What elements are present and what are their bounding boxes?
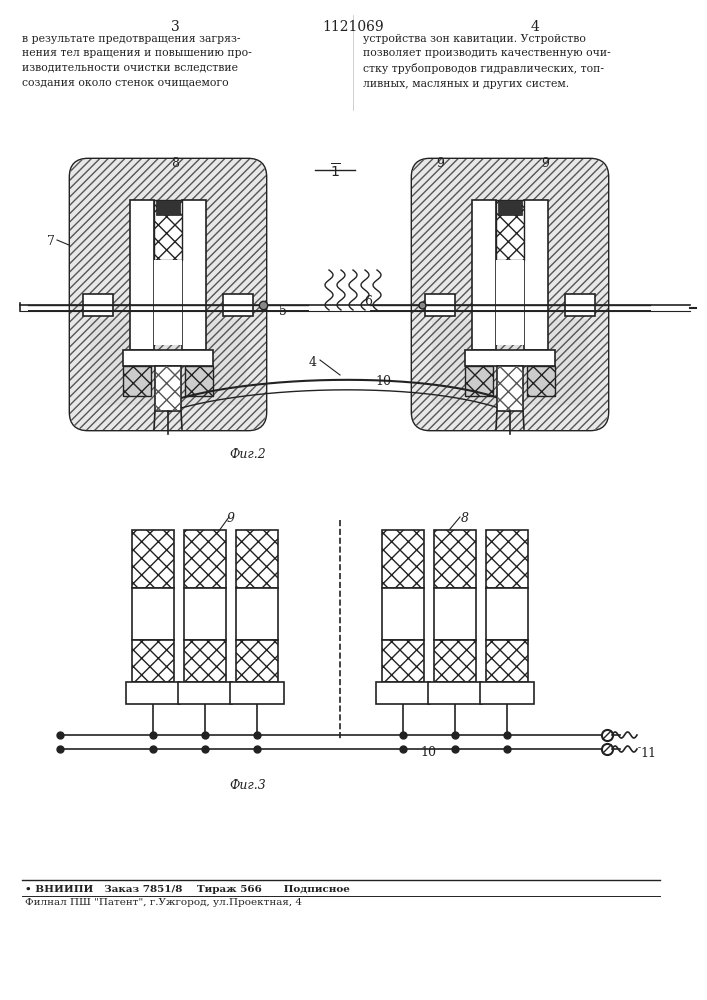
FancyBboxPatch shape: [412, 159, 608, 430]
Text: Фиг.2: Фиг.2: [230, 448, 267, 461]
Bar: [154, 260, 182, 345]
Text: 4: 4: [309, 356, 317, 369]
Bar: [472, 200, 496, 350]
Text: 8: 8: [461, 512, 469, 525]
Text: в результате предотвращения загряз-
нения тел вращения и повышению про-
изводите: в результате предотвращения загряз- нени…: [22, 34, 252, 87]
Bar: [184, 530, 226, 588]
Bar: [126, 682, 180, 704]
Bar: [382, 530, 424, 588]
Bar: [376, 682, 430, 704]
Bar: [486, 588, 528, 640]
Text: 5: 5: [279, 305, 287, 318]
Text: Фиг.3: Фиг.3: [230, 779, 267, 792]
Bar: [178, 682, 232, 704]
Text: 10: 10: [375, 375, 391, 388]
Bar: [565, 294, 595, 316]
Bar: [132, 588, 174, 640]
Bar: [236, 640, 278, 682]
Bar: [465, 350, 555, 366]
Text: 9: 9: [227, 512, 235, 525]
Bar: [185, 366, 213, 396]
Bar: [184, 588, 226, 640]
Text: устройства зон кавитации. Устройство
позволяет производить качественную очи-
стк: устройства зон кавитации. Устройство поз…: [363, 34, 611, 89]
Bar: [132, 640, 174, 682]
Text: 7: 7: [47, 235, 55, 248]
Text: 10: 10: [420, 746, 436, 759]
Bar: [154, 200, 182, 260]
Bar: [230, 682, 284, 704]
Bar: [496, 260, 524, 345]
Bar: [236, 588, 278, 640]
Bar: [425, 294, 455, 316]
Text: 11: 11: [640, 747, 656, 760]
Bar: [486, 640, 528, 682]
Text: $\overline{1}$: $\overline{1}$: [329, 162, 340, 180]
Bar: [223, 294, 253, 316]
Bar: [155, 366, 181, 411]
Text: 9: 9: [541, 157, 549, 170]
Bar: [434, 530, 476, 588]
Bar: [132, 530, 174, 588]
Text: 6: 6: [364, 295, 372, 308]
Bar: [382, 640, 424, 682]
FancyBboxPatch shape: [70, 159, 266, 430]
Bar: [496, 200, 524, 260]
Bar: [480, 682, 534, 704]
Bar: [382, 588, 424, 640]
Text: • ВНИИПИ   Заказ 7851/8    Тираж 566      Подписное: • ВНИИПИ Заказ 7851/8 Тираж 566 Подписно…: [25, 885, 350, 894]
FancyBboxPatch shape: [70, 159, 266, 430]
Bar: [428, 682, 482, 704]
Bar: [123, 350, 213, 366]
Bar: [155, 366, 181, 411]
Text: 8: 8: [171, 157, 179, 170]
Bar: [497, 366, 523, 411]
FancyBboxPatch shape: [412, 159, 608, 430]
Bar: [184, 640, 226, 682]
Bar: [156, 200, 180, 215]
Bar: [83, 294, 113, 316]
Text: 9: 9: [436, 157, 444, 170]
Bar: [182, 200, 206, 350]
Text: Филнал ПШ "Патент", г.Ужгород, ул.Проектная, 4: Филнал ПШ "Патент", г.Ужгород, ул.Проект…: [25, 898, 302, 907]
Bar: [465, 366, 493, 396]
Bar: [527, 366, 555, 396]
Bar: [130, 200, 154, 350]
Text: 3: 3: [170, 20, 180, 34]
Bar: [486, 530, 528, 588]
Bar: [236, 530, 278, 588]
Bar: [123, 366, 151, 396]
Bar: [524, 200, 548, 350]
Bar: [498, 200, 522, 215]
Bar: [434, 588, 476, 640]
Bar: [497, 366, 523, 411]
Text: 1121069: 1121069: [322, 20, 384, 34]
Text: 4: 4: [530, 20, 539, 34]
FancyBboxPatch shape: [90, 319, 246, 405]
FancyBboxPatch shape: [432, 319, 588, 405]
Bar: [434, 640, 476, 682]
